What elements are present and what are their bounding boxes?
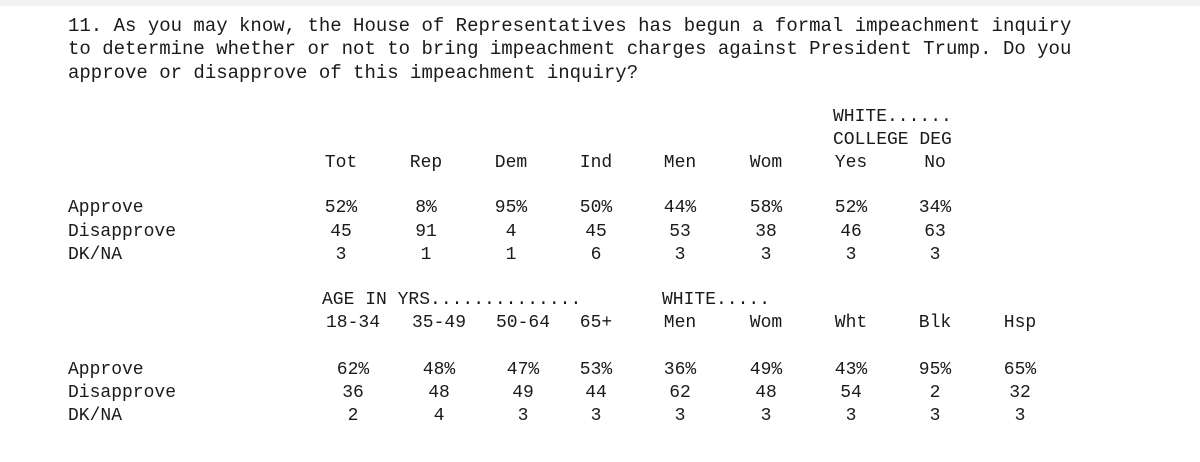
table-cell: 46 bbox=[840, 222, 862, 242]
table-cell: 48 bbox=[428, 383, 450, 403]
column-header: 35-49 bbox=[411, 313, 467, 333]
table-cell: 36 bbox=[342, 383, 364, 403]
column-header: Dem bbox=[494, 153, 528, 173]
table-cell: 50% bbox=[579, 198, 613, 218]
column-header: 50-64 bbox=[495, 313, 551, 333]
row-label: Disapprove bbox=[68, 383, 177, 403]
table-cell: 49% bbox=[749, 360, 783, 380]
table-cell: 1 bbox=[420, 245, 432, 265]
column-header: No bbox=[924, 153, 946, 173]
column-header: Wht bbox=[834, 313, 868, 333]
table-cell: 53% bbox=[579, 360, 613, 380]
table-cell: 3 bbox=[760, 245, 772, 265]
table-cell: 65% bbox=[1003, 360, 1037, 380]
question-line-2: to determine whether or not to bring imp… bbox=[68, 38, 1072, 60]
table-cell: 43% bbox=[834, 360, 868, 380]
table-cell: 3 bbox=[674, 245, 686, 265]
table-cell: 62% bbox=[336, 360, 370, 380]
row-label: DK/NA bbox=[68, 406, 123, 426]
table-cell: 48% bbox=[422, 360, 456, 380]
column-header: Men bbox=[663, 313, 697, 333]
table-cell: 3 bbox=[760, 406, 772, 426]
table-cell: 8% bbox=[415, 198, 437, 218]
group-header: WHITE..... bbox=[662, 290, 771, 310]
table-cell: 34% bbox=[918, 198, 952, 218]
column-header: Rep bbox=[409, 153, 443, 173]
table-cell: 32 bbox=[1009, 383, 1031, 403]
table-cell: 3 bbox=[674, 406, 686, 426]
column-header: Tot bbox=[324, 153, 358, 173]
row-label: Approve bbox=[68, 360, 144, 380]
question-line-3: approve or disapprove of this impeachmen… bbox=[68, 62, 639, 84]
table-cell: 2 bbox=[929, 383, 941, 403]
group-header: AGE IN YRS.............. bbox=[322, 290, 582, 310]
table-cell: 3 bbox=[335, 245, 347, 265]
table-cell: 4 bbox=[505, 222, 517, 242]
column-header: 65+ bbox=[579, 313, 613, 333]
column-header: Wom bbox=[749, 313, 783, 333]
table-cell: 53 bbox=[669, 222, 691, 242]
group-header-subtitle: COLLEGE DEG bbox=[833, 130, 952, 150]
table-cell: 3 bbox=[845, 245, 857, 265]
column-header: Ind bbox=[579, 153, 613, 173]
column-header: 18-34 bbox=[325, 313, 381, 333]
table-cell: 3 bbox=[845, 406, 857, 426]
table-cell: 52% bbox=[834, 198, 868, 218]
table-cell: 91 bbox=[415, 222, 437, 242]
top-edge bbox=[0, 0, 1200, 6]
table-cell: 38 bbox=[755, 222, 777, 242]
column-header: Wom bbox=[749, 153, 783, 173]
table-cell: 3 bbox=[590, 406, 602, 426]
column-header: Hsp bbox=[1003, 313, 1037, 333]
table-cell: 48 bbox=[755, 383, 777, 403]
table-cell: 95% bbox=[494, 198, 528, 218]
row-label: Approve bbox=[68, 198, 144, 218]
table-cell: 3 bbox=[517, 406, 529, 426]
table-cell: 2 bbox=[347, 406, 359, 426]
group-header: WHITE...... bbox=[833, 107, 952, 127]
column-header: Men bbox=[663, 153, 697, 173]
table-cell: 3 bbox=[929, 245, 941, 265]
column-header: Blk bbox=[918, 313, 952, 333]
question-line-1: 11. As you may know, the House of Repres… bbox=[68, 15, 1072, 37]
table-cell: 45 bbox=[585, 222, 607, 242]
row-label: Disapprove bbox=[68, 222, 177, 242]
column-header: Yes bbox=[834, 153, 868, 173]
table-cell: 54 bbox=[840, 383, 862, 403]
table-cell: 45 bbox=[330, 222, 352, 242]
table-cell: 6 bbox=[590, 245, 602, 265]
table-cell: 47% bbox=[506, 360, 540, 380]
table-cell: 52% bbox=[324, 198, 358, 218]
table-cell: 49 bbox=[512, 383, 534, 403]
row-label: DK/NA bbox=[68, 245, 123, 265]
table-cell: 63 bbox=[924, 222, 946, 242]
table-cell: 36% bbox=[663, 360, 697, 380]
table-cell: 4 bbox=[433, 406, 445, 426]
table-cell: 1 bbox=[505, 245, 517, 265]
table-cell: 44 bbox=[585, 383, 607, 403]
table-cell: 3 bbox=[1014, 406, 1026, 426]
table-cell: 58% bbox=[749, 198, 783, 218]
table-cell: 44% bbox=[663, 198, 697, 218]
table-cell: 62 bbox=[669, 383, 691, 403]
table-cell: 3 bbox=[929, 406, 941, 426]
table-cell: 95% bbox=[918, 360, 952, 380]
